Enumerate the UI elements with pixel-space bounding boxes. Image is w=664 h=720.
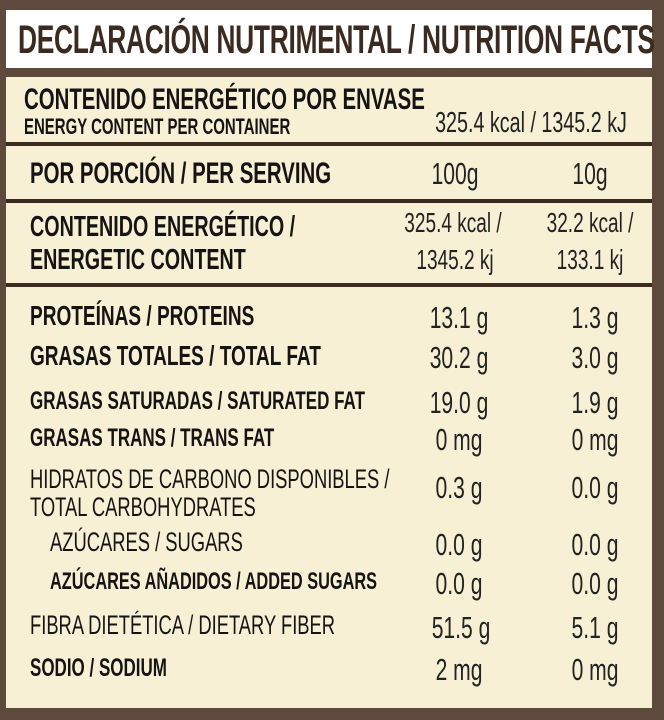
page-title: DECLARACIÓN NUTRIMENTAL / NUTRITION FACT… <box>18 18 655 62</box>
nutrient-col2: 0 mg <box>571 422 619 457</box>
nutrient-label-trans-fat: GRASAS TRANS / TRANS FAT <box>30 424 275 452</box>
energetic-col1-kj: 1345.2 kj <box>416 244 494 275</box>
nutrient-col1: 30.2 g <box>429 340 489 375</box>
energy-container-label-en: ENERGY CONTENT PER CONTAINER <box>24 114 291 139</box>
title-box: DECLARACIÓN NUTRIMENTAL / NUTRITION FACT… <box>6 10 655 68</box>
divider <box>6 199 652 203</box>
nutrient-label-proteins: PROTEÍNAS / PROTEINS <box>30 300 255 331</box>
divider <box>6 283 652 287</box>
energy-container-label-es: CONTENIDO ENERGÉTICO POR ENVASE <box>24 83 425 116</box>
energetic-label-2: ENERGETIC CONTENT <box>30 244 246 276</box>
nutrient-col1: 0.0 g <box>435 527 483 562</box>
nutrient-col1: 13.1 g <box>429 300 489 335</box>
nutrition-table: CONTENIDO ENERGÉTICO POR ENVASE ENERGY C… <box>6 77 652 708</box>
nutrient-label-carbohydrates-en: TOTAL CARBOHYDRATES <box>30 492 256 522</box>
nutrient-col2: 0 mg <box>571 652 619 687</box>
divider <box>6 142 652 146</box>
nutrient-col2: 5.1 g <box>571 610 619 645</box>
nutrient-label-sugars: AZÚCARES / SUGARS <box>50 527 243 557</box>
nutrient-col1: 2 mg <box>435 652 483 687</box>
energetic-col2-kcal: 32.2 kcal / <box>546 207 634 238</box>
nutrient-col2: 0.0 g <box>571 527 619 562</box>
energetic-col2-kj: 133.1 kj <box>556 244 624 275</box>
nutrient-col2: 1.9 g <box>571 385 619 420</box>
nutrient-label-saturated-fat: GRASAS SATURADAS / SATURATED FAT <box>30 387 365 415</box>
nutrient-col1: 0.0 g <box>435 566 483 601</box>
serving-col2: 10g <box>572 156 608 191</box>
nutrient-label-sodium: SODIO / SODIUM <box>30 654 167 682</box>
nutrient-col2: 0.0 g <box>571 470 619 505</box>
nutrient-col2: 3.0 g <box>571 340 619 375</box>
nutrient-col1: 0.3 g <box>435 470 483 505</box>
nutrient-col1: 19.0 g <box>429 385 489 420</box>
nutrient-label-fiber: FIBRA DIETÉTICA / DIETARY FIBER <box>30 610 336 640</box>
nutrient-label-added-sugars: AZÚCARES AÑADIDOS / ADDED SUGARS <box>50 568 378 595</box>
nutrient-col2: 1.3 g <box>571 300 619 335</box>
energy-container-value: 325.4 kcal / 1345.2 kJ <box>435 107 627 139</box>
nutrient-label-total-fat: GRASAS TOTALES / TOTAL FAT <box>30 340 321 371</box>
serving-label: POR PORCIÓN / PER SERVING <box>30 157 332 190</box>
nutrient-col1: 51.5 g <box>431 610 491 645</box>
energetic-label-1: CONTENIDO ENERGÉTICO / <box>30 211 296 243</box>
nutrient-label-carbohydrates: HIDRATOS DE CARBONO DISPONIBLES / <box>30 464 390 494</box>
nutrient-col2: 0.0 g <box>571 566 619 601</box>
serving-col1: 100g <box>431 156 479 191</box>
nutrient-col1: 0 mg <box>435 422 483 457</box>
energetic-col1-kcal: 325.4 kcal / <box>404 207 502 238</box>
